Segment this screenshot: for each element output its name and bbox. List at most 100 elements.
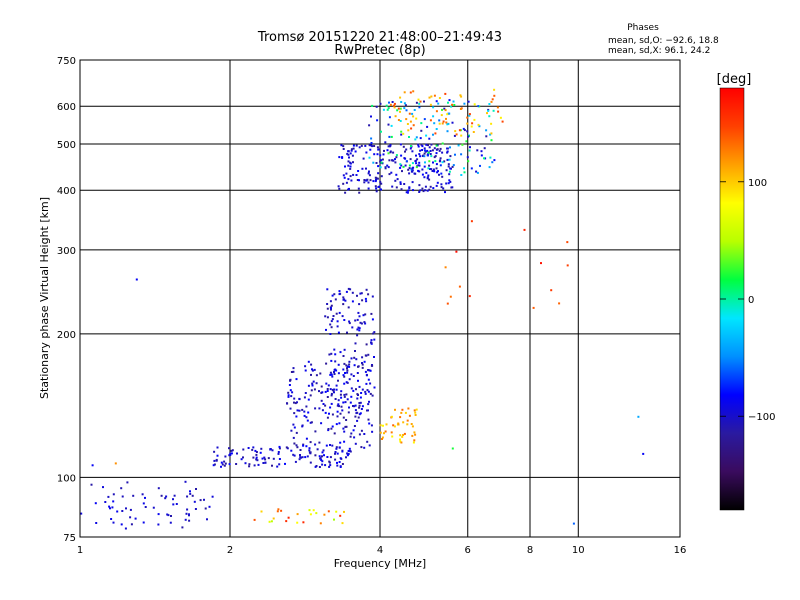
data-point <box>321 455 323 458</box>
data-point <box>314 430 317 433</box>
data-point <box>488 166 491 169</box>
data-point <box>449 167 452 170</box>
data-point <box>242 456 244 459</box>
data-point <box>476 149 479 152</box>
data-point <box>203 498 205 501</box>
data-point <box>388 159 391 162</box>
data-point <box>400 164 403 167</box>
data-point <box>342 303 345 306</box>
data-point <box>337 399 340 402</box>
data-point <box>345 419 348 421</box>
data-point <box>401 408 404 411</box>
data-point <box>448 173 451 176</box>
data-point <box>361 363 364 366</box>
data-point <box>350 395 353 398</box>
data-points <box>80 88 645 530</box>
data-point <box>338 293 341 296</box>
data-point <box>332 315 335 317</box>
data-point <box>441 122 444 125</box>
data-point <box>348 322 351 325</box>
data-point <box>342 174 345 177</box>
data-point <box>423 152 426 155</box>
data-point <box>422 154 425 157</box>
data-point <box>364 313 367 316</box>
y-axis: 75 100 200 300 400 500 600 750 <box>57 56 76 544</box>
data-point <box>324 464 327 467</box>
data-point <box>376 119 379 122</box>
data-point <box>292 367 295 370</box>
data-point <box>566 241 569 244</box>
data-point <box>354 442 357 445</box>
data-point <box>438 119 441 122</box>
data-point <box>307 398 310 401</box>
data-point <box>346 365 349 368</box>
data-point <box>368 170 370 173</box>
data-point <box>303 410 306 413</box>
data-point <box>405 191 408 194</box>
data-point <box>470 125 473 128</box>
data-point <box>276 510 279 513</box>
data-point <box>360 392 363 394</box>
data-point <box>444 266 447 269</box>
data-point <box>447 101 449 104</box>
data-point <box>390 171 393 174</box>
data-point <box>326 388 329 390</box>
data-point <box>277 452 280 455</box>
data-point <box>315 374 318 377</box>
data-point <box>321 463 324 466</box>
data-point <box>292 453 295 456</box>
data-point <box>349 152 352 155</box>
data-point <box>415 408 418 411</box>
data-point <box>370 364 373 367</box>
data-point <box>447 182 450 185</box>
data-point <box>426 149 429 152</box>
data-point <box>344 401 347 404</box>
data-point <box>338 290 341 293</box>
data-point <box>152 506 155 509</box>
data-point <box>259 451 262 454</box>
data-point <box>394 115 397 118</box>
data-point <box>348 320 351 323</box>
data-point <box>394 158 396 161</box>
data-point <box>323 454 325 457</box>
data-point <box>342 355 345 357</box>
data-point <box>355 174 358 176</box>
data-point <box>367 181 370 184</box>
data-point <box>408 136 410 138</box>
data-point <box>334 452 336 455</box>
data-point <box>415 154 417 157</box>
data-point <box>432 133 434 136</box>
data-point <box>358 402 361 404</box>
data-point <box>358 406 361 409</box>
data-point <box>466 130 469 133</box>
data-point <box>333 348 336 351</box>
data-point <box>457 144 460 147</box>
data-point <box>112 500 115 503</box>
data-point <box>418 161 421 164</box>
data-point <box>110 518 113 520</box>
data-point <box>344 299 347 302</box>
data-point <box>436 181 439 184</box>
data-point <box>367 378 370 381</box>
data-point <box>339 441 342 444</box>
data-point <box>377 165 380 168</box>
data-point <box>371 295 374 298</box>
data-point <box>418 164 421 167</box>
data-point <box>356 397 359 400</box>
data-point <box>199 499 202 502</box>
data-point <box>405 148 408 151</box>
data-point <box>315 382 318 385</box>
data-point <box>347 450 350 452</box>
data-point <box>224 455 227 458</box>
data-point <box>416 158 419 161</box>
data-point <box>440 186 443 189</box>
y-axis-label: Stationary phase Virtual Height [km] <box>38 197 51 399</box>
data-point <box>441 151 444 154</box>
data-point <box>356 419 359 422</box>
y-tick-label: 100 <box>57 473 76 484</box>
data-point <box>269 448 272 450</box>
data-point <box>376 177 379 180</box>
data-point <box>188 519 191 522</box>
data-point <box>358 404 361 407</box>
y-tick-label: 750 <box>57 56 76 67</box>
